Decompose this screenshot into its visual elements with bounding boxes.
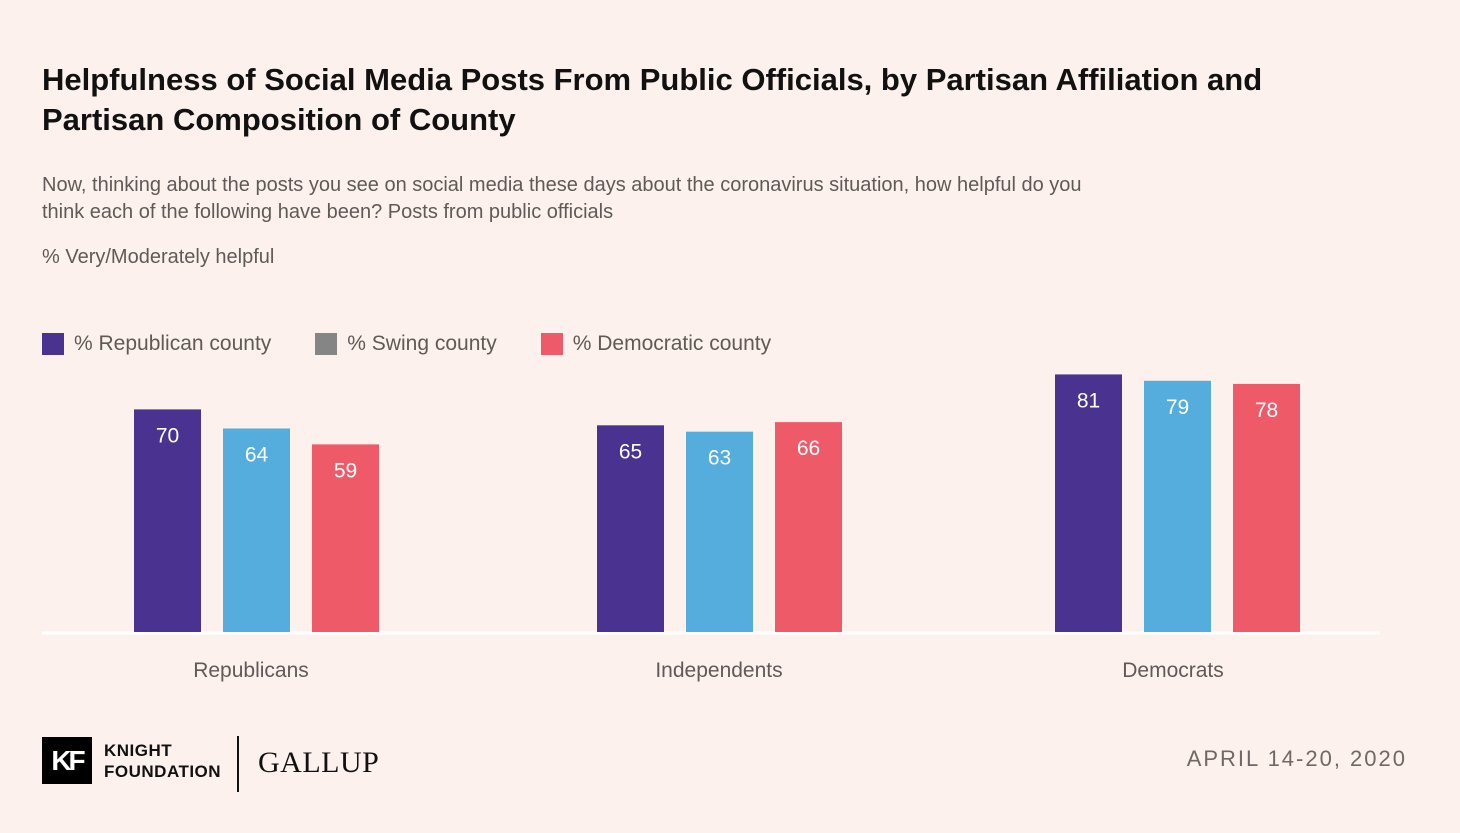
legend-label: % Democratic county	[572, 332, 772, 355]
legend-item-republican-county: % Republican county	[42, 332, 271, 356]
data-label: 59	[334, 459, 357, 482]
knight-text: KNIGHT	[104, 741, 173, 760]
data-label: 78	[1255, 399, 1278, 422]
bar-independents-democratic-county	[775, 422, 842, 632]
data-label: 79	[1166, 396, 1189, 419]
bar-independents-swing-county	[686, 431, 753, 632]
gallup-logo: GALLUP	[258, 746, 380, 779]
legend: % Republican county % Swing county % Dem…	[42, 330, 815, 358]
category-label-democrats: Democrats	[1122, 659, 1224, 682]
bar-republicans-democratic-county	[312, 444, 379, 632]
bar-democrats-swing-county	[1144, 380, 1211, 632]
bar-republicans-republican-county	[134, 409, 201, 632]
foundation-text: FOUNDATION	[104, 762, 222, 781]
bar-republicans-swing-county	[223, 428, 290, 632]
survey-date: APRIL 14-20, 2020	[1186, 746, 1407, 771]
chart-subtitle: Now, thinking about the posts you see on…	[42, 174, 1082, 223]
legend-item-democratic-county: % Democratic county	[540, 332, 772, 356]
data-label: 66	[797, 437, 820, 460]
chart-title: Helpfulness of Social Media Posts From P…	[42, 62, 1263, 137]
legend-item-swing-county: % Swing county	[315, 332, 497, 356]
category-label-independents: Independents	[655, 659, 782, 682]
legend-swatch-swing-county	[315, 333, 338, 355]
footer-divider	[237, 736, 239, 792]
knight-foundation-wordmark: KNIGHT FOUNDATION	[104, 740, 221, 782]
data-label: 64	[245, 443, 269, 466]
data-label: 65	[619, 440, 642, 463]
legend-label: % Swing county	[347, 332, 497, 355]
legend-swatch-democratic-county	[540, 333, 563, 355]
knight-foundation-logo: KF	[42, 737, 92, 784]
data-label: 70	[156, 424, 179, 447]
data-label: 63	[708, 447, 731, 470]
legend-swatch-republican-county	[42, 333, 64, 355]
measure-label: % Very/Moderately helpful	[42, 246, 275, 268]
bar-democrats-republican-county	[1055, 374, 1122, 632]
data-label: 81	[1077, 389, 1100, 412]
bar-independents-republican-county	[597, 425, 664, 632]
bar-chart: 70 64 59 Republicans 65 63 66 Independents 81 79 7…	[42, 374, 1380, 682]
bar-democrats-democratic-county	[1233, 383, 1300, 632]
legend-label: % Republican county	[74, 332, 272, 355]
category-label-republicans: Republicans	[193, 659, 309, 682]
